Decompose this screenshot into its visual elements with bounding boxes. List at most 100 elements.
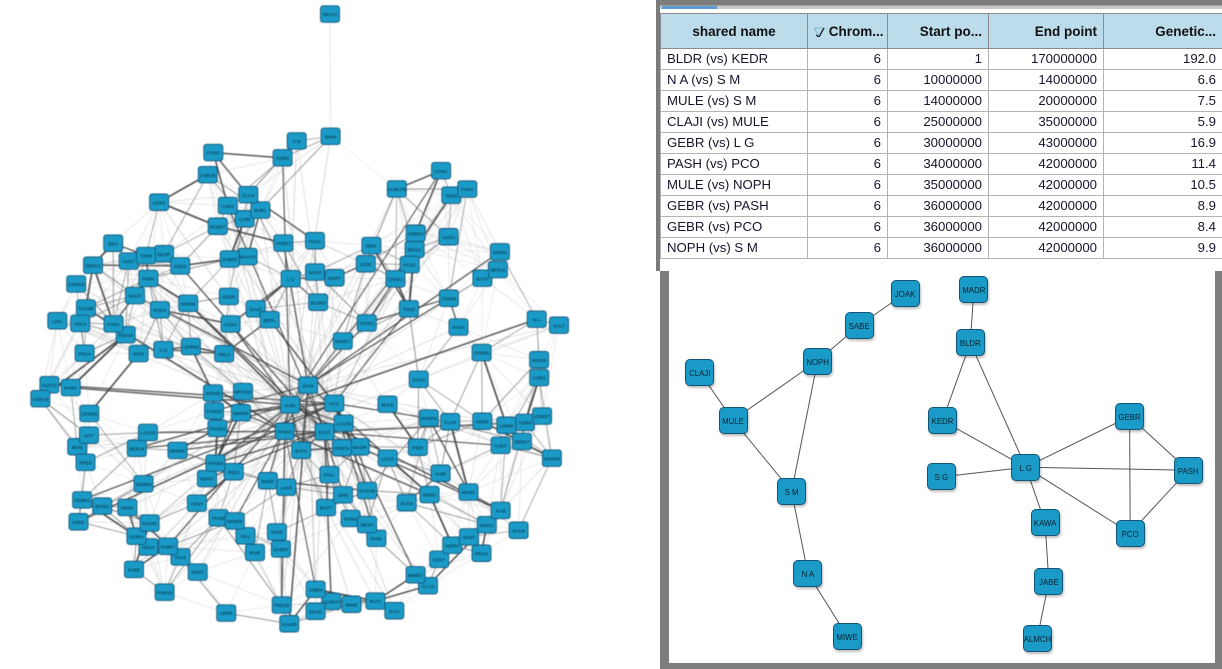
svg-text:AUGU: AUGU [224, 322, 237, 327]
svg-text:SABE6: SABE6 [222, 257, 237, 262]
svg-text:PRES: PRES [79, 461, 92, 466]
svg-text:MIWE9: MIWE9 [233, 411, 249, 416]
svg-text:OKLA: OKLA [74, 322, 87, 327]
svg-text:GEBR1: GEBR1 [74, 498, 90, 503]
svg-text:ALBU: ALBU [284, 403, 296, 408]
svg-text:FARG8: FARG8 [206, 409, 222, 414]
svg-text:JABE: JABE [435, 471, 447, 476]
svg-text:PHOE3: PHOE3 [210, 427, 226, 432]
svg-text:FORD: FORD [276, 156, 290, 161]
svg-text:KITT: KITT [84, 433, 94, 438]
svg-text:MIWE6: MIWE6 [170, 449, 186, 454]
svg-text:PRES3: PRES3 [274, 603, 290, 608]
svg-text:GORH: GORH [130, 534, 144, 539]
svg-text:SALM5: SALM5 [78, 306, 94, 311]
svg-text:BROO2: BROO2 [235, 390, 252, 395]
svg-text:SABE6: SABE6 [273, 547, 288, 552]
svg-text:SABE7: SABE7 [161, 545, 176, 550]
svg-text:BOZE: BOZE [262, 479, 275, 484]
svg-text:MACH: MACH [323, 12, 337, 17]
svg-text:COEU5: COEU5 [32, 397, 48, 402]
svg-text:YORK7: YORK7 [276, 241, 292, 246]
svg-text:AUST2: AUST2 [42, 383, 57, 388]
svg-text:ROCK: ROCK [153, 308, 167, 313]
svg-text:SANT: SANT [463, 535, 475, 540]
svg-text:MULE: MULE [381, 402, 394, 407]
svg-text:SOUT: SOUT [129, 294, 142, 299]
svg-text:CARS: CARS [221, 204, 234, 209]
svg-text:GEBR: GEBR [222, 295, 236, 300]
svg-text:WEST: WEST [360, 523, 373, 528]
svg-text:MISS1: MISS1 [480, 523, 494, 528]
svg-text:DENV1: DENV1 [85, 263, 101, 268]
svg-text:LEWS6: LEWS6 [183, 345, 199, 350]
svg-text:AUST: AUST [123, 259, 135, 264]
svg-text:PIER: PIER [412, 445, 423, 450]
svg-text:DOVE: DOVE [309, 609, 322, 614]
svg-text:BLDR: BLDR [158, 252, 171, 257]
svg-text:BROO: BROO [408, 247, 422, 252]
svg-text:SACO: SACO [412, 378, 425, 383]
svg-text:CONC9: CONC9 [68, 282, 85, 287]
svg-text:EXET: EXET [433, 558, 445, 563]
svg-text:MISS6: MISS6 [181, 302, 195, 307]
svg-text:PASH1: PASH1 [277, 429, 292, 434]
svg-text:CENT: CENT [191, 501, 204, 506]
svg-text:HOUL: HOUL [403, 263, 416, 268]
svg-text:AUGU: AUGU [442, 235, 455, 240]
svg-text:FARG: FARG [207, 151, 220, 156]
svg-text:DALE: DALE [250, 307, 262, 312]
svg-text:TOPE: TOPE [271, 530, 283, 535]
svg-text:BANG: BANG [344, 517, 357, 522]
svg-text:COEU: COEU [533, 376, 546, 381]
svg-text:OKLA: OKLA [218, 352, 231, 357]
svg-text:BOIS5: BOIS5 [95, 504, 109, 509]
svg-text:MONT: MONT [200, 477, 214, 482]
svg-text:KEEN: KEEN [174, 264, 187, 269]
svg-text:MIDL: MIDL [366, 244, 377, 249]
svg-text:BOIS: BOIS [72, 445, 83, 450]
svg-text:MIWE: MIWE [345, 602, 358, 607]
svg-text:MISS9: MISS9 [532, 358, 546, 363]
svg-text:TOKE: TOKE [403, 307, 415, 312]
svg-text:RUTL: RUTL [370, 599, 382, 604]
svg-text:BISM: BISM [325, 135, 336, 140]
svg-text:SALM5: SALM5 [282, 622, 298, 627]
svg-text:RIDG6: RIDG6 [119, 333, 133, 338]
svg-text:SPRI: SPRI [338, 493, 349, 498]
svg-text:LEWS9: LEWS9 [82, 412, 98, 417]
svg-text:ALMCH: ALMCH [323, 600, 339, 605]
svg-text:BATH: BATH [476, 276, 488, 281]
svg-text:COEU6: COEU6 [200, 173, 216, 178]
svg-text:MIWE7: MIWE7 [335, 339, 351, 344]
svg-text:CLAR: CLAR [444, 420, 457, 425]
svg-text:S G: S G [159, 348, 167, 353]
svg-text:KEDR: KEDR [476, 419, 489, 424]
svg-text:YORK: YORK [518, 421, 532, 426]
svg-text:HOUL: HOUL [309, 239, 322, 244]
svg-text:RENO: RENO [423, 493, 437, 498]
svg-text:TOKE: TOKE [445, 193, 457, 198]
svg-text:JABE4: JABE4 [309, 588, 323, 593]
svg-text:SALM: SALM [512, 528, 525, 533]
svg-text:EAST: EAST [319, 430, 331, 435]
svg-text:CLAJI: CLAJI [242, 193, 255, 198]
svg-text:CONC: CONC [434, 169, 448, 174]
svg-text:PARK: PARK [142, 277, 155, 282]
svg-text:NASH: NASH [309, 270, 322, 275]
svg-text:HILL: HILL [241, 534, 251, 539]
svg-text:GEBR6: GEBR6 [136, 482, 152, 487]
svg-text:LACO: LACO [381, 456, 394, 461]
svg-text:POCA: POCA [78, 351, 92, 356]
svg-text:GEBR4: GEBR4 [408, 231, 424, 236]
svg-text:DENV: DENV [121, 506, 135, 511]
svg-text:TOPE1: TOPE1 [359, 321, 374, 326]
svg-text:CREK: CREK [72, 520, 86, 525]
svg-text:CLAJI: CLAJI [422, 584, 435, 589]
svg-text:PASH: PASH [452, 325, 464, 330]
svg-text:BERL6: BERL6 [491, 268, 506, 273]
svg-text:BLDR3: BLDR3 [311, 300, 326, 305]
svg-text:SALT: SALT [553, 323, 564, 328]
svg-text:BUTT: BUTT [320, 506, 332, 511]
svg-text:MISS: MISS [133, 352, 144, 357]
